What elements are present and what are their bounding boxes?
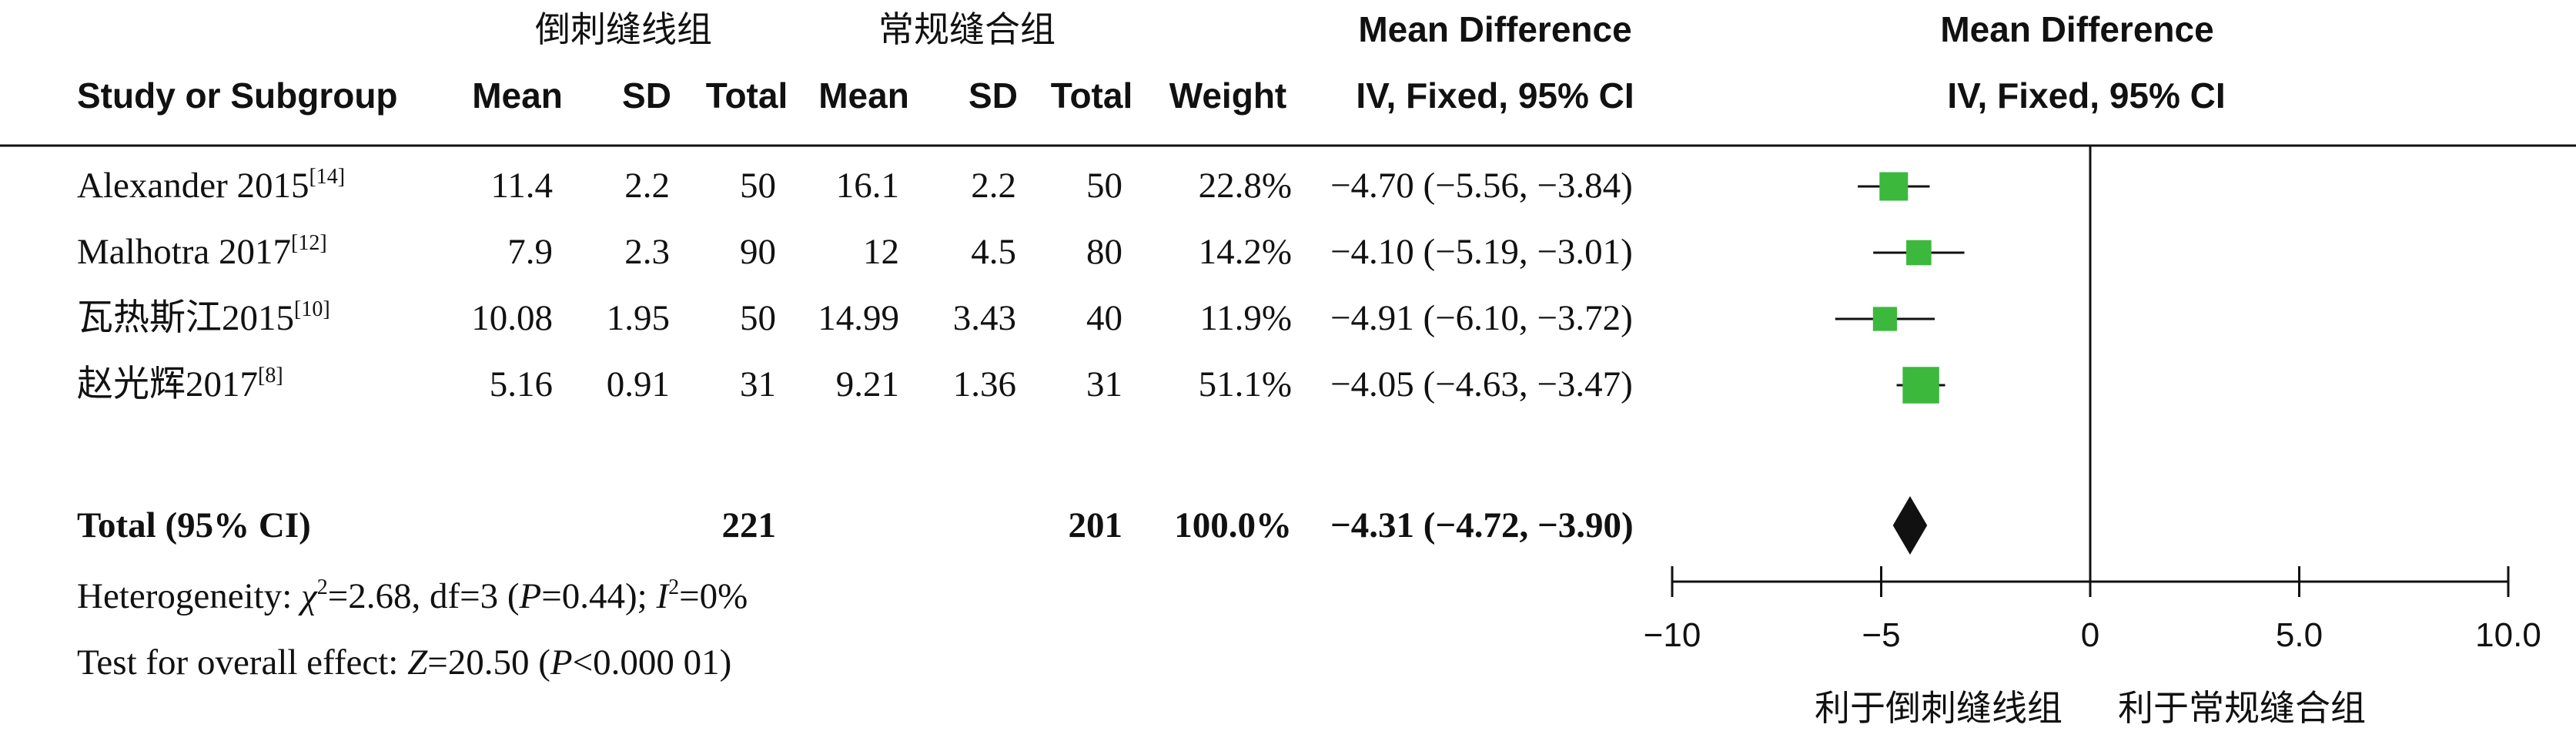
x-tick-label: 5.0	[2276, 616, 2323, 654]
study-marker	[1879, 172, 1909, 201]
ctl-total-cell: 31	[1086, 364, 1122, 404]
study-column-header: Study or Subgroup	[77, 75, 398, 116]
study-marker	[1906, 240, 1932, 266]
study-name: Alexander 2015[14]	[77, 165, 345, 206]
md-ci-cell: −4.10 (−5.19, −3.01)	[1330, 232, 1633, 272]
x-tick-label: −10	[1644, 616, 1701, 654]
ctl-mean-cell: 9.21	[836, 364, 899, 404]
table-row: 瓦热斯江2015[10] 10.08 1.95 50 14.99 3.43 40 11.9% −…	[77, 297, 1633, 338]
exp-sd-cell: 0.91	[607, 364, 670, 404]
favours-right-label: 利于常规缝合组	[2118, 687, 2366, 729]
ctl-mean-cell: 16.1	[836, 166, 899, 206]
exp-total-header: Total	[706, 75, 788, 116]
exp-mean-header: Mean	[472, 75, 563, 116]
overall-effect-text: Test for overall effect: Z=20.50 (P<0.00…	[77, 642, 731, 683]
ctl-sd-cell: 2.2	[971, 166, 1016, 206]
exp-mean-cell: 11.4	[490, 166, 553, 206]
exp-sd-cell: 1.95	[607, 298, 670, 338]
exp-sd-header: SD	[622, 75, 671, 116]
study-marker	[1872, 307, 1897, 331]
ctl-sd-cell: 1.36	[953, 364, 1016, 404]
exp-total-cell: 31	[740, 364, 776, 404]
exp-mean-cell: 5.16	[490, 364, 553, 404]
plot-column-title: Mean Difference	[1940, 9, 2213, 49]
ctl-total-cell: 50	[1086, 166, 1122, 206]
table-row: Alexander 2015[14] 11.4 2.2 50 16.1 2.2 50 22.8…	[77, 165, 1633, 206]
study-name: 瓦热斯江2015[10]	[77, 297, 330, 338]
weight-cell: 22.8%	[1199, 166, 1292, 206]
study-marker	[1902, 367, 1939, 404]
experimental-group-header: 倒刺缝线组	[535, 8, 712, 50]
x-tick-label: −5	[1862, 616, 1900, 654]
table-row: 赵光辉2017[8] 5.16 0.91 31 9.21 1.36 31 51.1% −4.05…	[77, 364, 1633, 404]
total-ci: −4.31 (−4.72, −3.90)	[1330, 505, 1634, 545]
ctl-sd-header: SD	[969, 75, 1018, 116]
exp-total-cell: 50	[740, 298, 776, 338]
md-column-title: Mean Difference	[1358, 9, 1631, 49]
exp-sd-cell: 2.2	[624, 166, 670, 206]
total-label: Total (95% CI)	[77, 505, 311, 545]
ctl-sd-cell: 4.5	[971, 232, 1016, 272]
md-ci-cell: −4.05 (−4.63, −3.47)	[1330, 364, 1633, 404]
ctl-total-header: Total	[1051, 75, 1132, 116]
total-ctl-count: 201	[1069, 505, 1123, 545]
ctl-mean-cell: 14.99	[818, 298, 899, 338]
total-diamond	[1892, 496, 1928, 555]
heterogeneity-text: Heterogeneity: χ2=2.68, df=3 (P=0.44); I…	[77, 575, 748, 616]
exp-total-cell: 90	[740, 232, 776, 272]
md-ci-cell: −4.70 (−5.56, −3.84)	[1330, 166, 1633, 206]
plot-area: −10 −5 0 5.0 10.0 利于倒刺缝线组 利于常规缝合组	[1644, 146, 2541, 729]
study-name: 赵光辉2017[8]	[77, 364, 283, 404]
ctl-mean-cell: 12	[863, 232, 899, 272]
ctl-sd-cell: 3.43	[953, 298, 1016, 338]
exp-mean-cell: 10.08	[471, 298, 553, 338]
weight-cell: 14.2%	[1199, 232, 1292, 272]
ctl-total-cell: 40	[1086, 298, 1122, 338]
plot-method-header: IV, Fixed, 95% CI	[1947, 75, 2225, 116]
total-exp-count: 221	[722, 505, 777, 545]
study-rows: Alexander 2015[14] 11.4 2.2 50 16.1 2.2 50 22.8…	[77, 165, 1633, 404]
x-tick-label: 0	[2081, 616, 2099, 654]
ctl-total-cell: 80	[1086, 232, 1122, 272]
x-tick-label: 10.0	[2475, 616, 2541, 654]
control-group-header: 常规缝合组	[878, 8, 1055, 50]
weight-header: Weight	[1169, 75, 1286, 116]
md-ci-cell: −4.91 (−6.10, −3.72)	[1330, 298, 1633, 338]
favours-left-label: 利于倒刺缝线组	[1815, 687, 2062, 729]
exp-total-cell: 50	[740, 166, 776, 206]
weight-cell: 51.1%	[1199, 364, 1292, 404]
study-name: Malhotra 2017[12]	[77, 231, 327, 272]
weight-cell: 11.9%	[1199, 298, 1292, 338]
total-weight: 100.0%	[1174, 505, 1292, 545]
md-method-header: IV, Fixed, 95% CI	[1356, 75, 1634, 116]
exp-mean-cell: 7.9	[507, 232, 553, 272]
exp-sd-cell: 2.3	[624, 232, 670, 272]
ctl-mean-header: Mean	[818, 75, 909, 116]
table-row: Malhotra 2017[12] 7.9 2.3 90 12 4.5 80 14.2% −4.…	[77, 231, 1633, 272]
